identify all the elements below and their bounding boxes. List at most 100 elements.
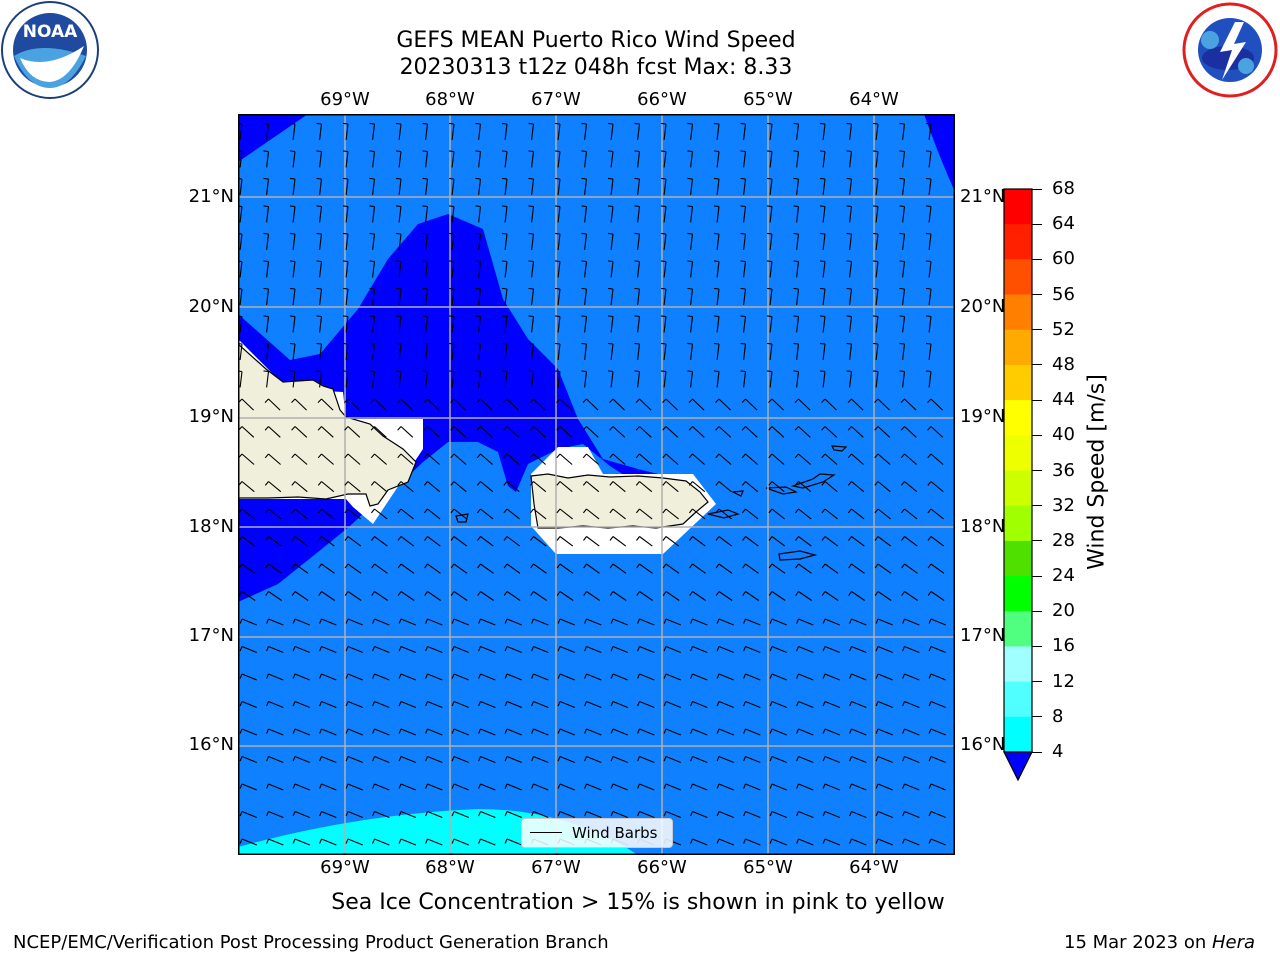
wind-barb (607, 205, 614, 223)
wind-barb (395, 205, 402, 223)
wind-barb (660, 370, 667, 388)
wind-barb (369, 260, 376, 278)
lon-label-bottom-65w: 65°W (743, 857, 793, 878)
wind-barb (528, 177, 535, 195)
wind-barb (554, 205, 561, 223)
wind-barb (637, 645, 655, 654)
wind-barb (395, 150, 402, 168)
colorbar-segment (1004, 611, 1032, 647)
wind-barb (503, 508, 520, 520)
wind-barb (874, 508, 891, 520)
wind-barb (688, 481, 706, 493)
wind-barb (819, 260, 826, 278)
wind-barb (637, 783, 655, 791)
wind-barb (292, 645, 311, 654)
wind-barb (531, 783, 549, 791)
footer-date: 15 Mar 2023 on (1064, 932, 1212, 953)
wind-barb (690, 728, 708, 736)
colorbar-extend-arrow (1003, 751, 1033, 782)
wind-barb (342, 205, 349, 223)
wind-barb (609, 591, 627, 601)
wind-barb (610, 618, 629, 626)
wind-barb (927, 508, 944, 520)
wind-barb (794, 508, 812, 520)
wind-barb (501, 260, 508, 278)
wind-barb (899, 370, 906, 388)
st-croix-island (778, 550, 818, 561)
wind-barb (634, 370, 641, 388)
wind-barb (316, 205, 323, 223)
wind-barb (263, 287, 270, 305)
wind-barb (291, 398, 307, 411)
wind-barb (556, 453, 573, 465)
colorbar-tick-label: 60 (1052, 248, 1075, 270)
wind-barb (266, 618, 284, 626)
wind-barb (451, 673, 470, 681)
wind-barb (768, 426, 785, 438)
colorbar-tick-mark (1032, 575, 1042, 577)
wind-barb (849, 838, 867, 846)
wind-barb (289, 260, 296, 278)
wind-barb (849, 618, 867, 626)
wind-barb (291, 426, 308, 438)
wind-barb (690, 645, 708, 654)
wind-barb (529, 481, 547, 493)
colorbar-segment (1004, 400, 1032, 436)
wind-barb (395, 177, 402, 195)
colorbar-tick-label: 8 (1052, 705, 1064, 727)
wind-barb (581, 122, 588, 140)
wind-barb (766, 315, 773, 333)
wind-barb (239, 700, 258, 709)
wind-barb (265, 591, 283, 601)
wind-barb (528, 232, 535, 250)
wind-barb (395, 232, 402, 250)
wind-barb (740, 177, 747, 195)
wind-barb (397, 536, 415, 547)
wind-barb (849, 810, 867, 819)
wind-barb (554, 370, 561, 388)
colorbar-tick-label: 52 (1052, 318, 1075, 340)
wind-barb (316, 122, 323, 140)
nws-logo (1180, 0, 1280, 100)
wind-barb (743, 810, 761, 819)
wind-barb (928, 673, 947, 681)
wind-barb (583, 563, 600, 574)
wind-barb (371, 536, 388, 547)
colorbar-segment (1004, 716, 1032, 753)
wind-barb (928, 728, 947, 736)
colorbar-segment (1004, 576, 1032, 612)
wind-barb (478, 810, 496, 819)
wind-barb (687, 342, 694, 360)
wind-barb (450, 481, 467, 493)
wind-barb (263, 205, 270, 223)
wind-barb (584, 810, 602, 819)
wind-barb (740, 232, 747, 250)
wind-barb (369, 205, 376, 223)
wind-barb (344, 426, 361, 438)
noaa-logo: NOAA (0, 0, 104, 100)
wind-barb (769, 728, 788, 736)
chart-subtitle: 20230313 t12z 048h fcst Max: 8.33 (399, 55, 793, 80)
colorbar-tick-label: 68 (1052, 178, 1075, 199)
wind-barb (263, 150, 270, 168)
wind-barb (450, 398, 466, 411)
wind-barb (925, 370, 932, 388)
wind-barb (316, 150, 323, 168)
wind-barb (372, 810, 390, 819)
wind-barb (690, 700, 708, 709)
wind-barb (289, 315, 296, 333)
wind-barb (688, 398, 705, 411)
wind-barb (819, 370, 826, 388)
footer-left: NCEP/EMC/Verification Post Processing Pr… (13, 932, 609, 953)
wind-barb (822, 618, 841, 626)
colorbar-tick-label: 16 (1052, 635, 1075, 657)
wind-barb (796, 645, 814, 654)
lat-label-left-21n: 21°N (188, 186, 234, 207)
wind-barb (264, 426, 281, 438)
wind-barb (503, 481, 520, 493)
map-frame (238, 114, 955, 855)
wind-barb (928, 645, 947, 654)
wind-barb (448, 177, 455, 195)
colorbar-segment (1004, 505, 1032, 542)
wind-barb (902, 618, 920, 626)
